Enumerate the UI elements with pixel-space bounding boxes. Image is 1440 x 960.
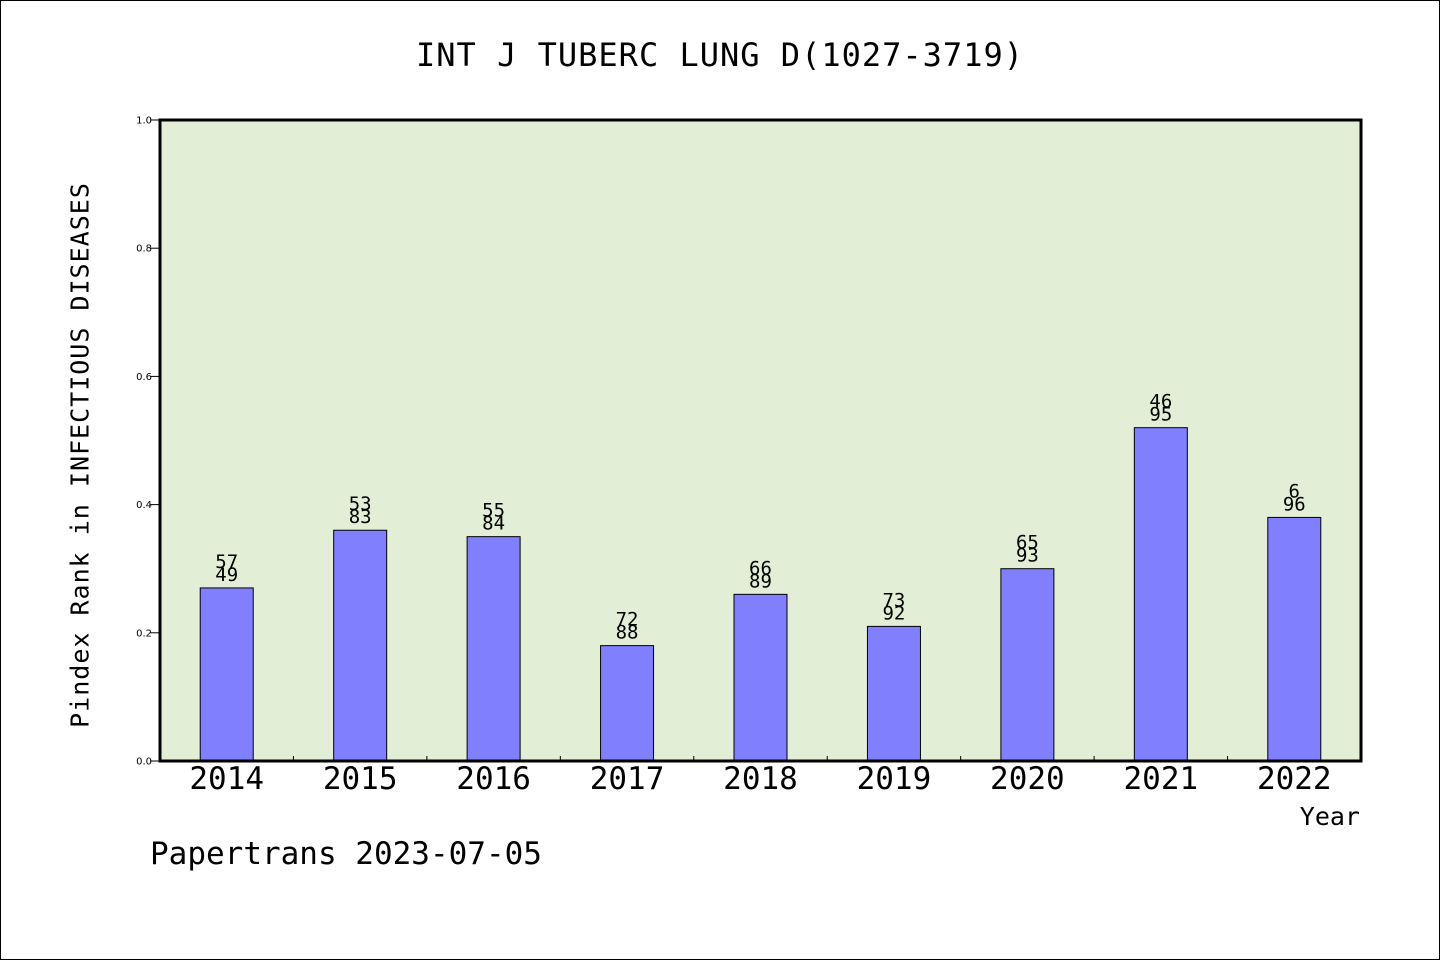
bar-label-bottom: 92: [882, 602, 905, 624]
x-ticks: 2014 2015 2016 2017 2018 2019 2020 2021 2022: [189, 756, 1332, 797]
bar-2017: [600, 645, 655, 762]
bar-label-bottom: 93: [1016, 545, 1039, 567]
bar-label-top: 6: [1289, 480, 1300, 502]
bar-2015: [333, 529, 388, 762]
bar-2022: [1267, 516, 1322, 762]
y-tick-label: 0.4: [136, 500, 152, 511]
bar-label-top: 65: [1016, 532, 1039, 554]
plot-border: [158, 118, 1363, 763]
x-tick-label: 2017: [590, 761, 665, 797]
bar-2021: [1133, 427, 1188, 762]
x-tick-label: 2014: [189, 761, 264, 797]
bar-2018: [733, 593, 788, 762]
y-tick-label: 1.0: [136, 116, 152, 127]
x-tick-label: 2021: [1124, 761, 1199, 797]
x-tick-label: 2016: [456, 761, 531, 797]
bar-label-bottom: 49: [215, 564, 238, 586]
bar-label-top: 66: [749, 557, 772, 579]
bar-label-top: 57: [215, 551, 238, 573]
x-tick-label: 2020: [990, 761, 1065, 797]
x-tick-label: 2019: [857, 761, 932, 797]
y-tick-label: 0.6: [136, 372, 152, 383]
bar-label-top: 46: [1149, 391, 1172, 413]
x-tick-label: 2015: [323, 761, 398, 797]
y-ticks: 0.0 0.2 0.4 0.6 0.8 1.0: [136, 116, 160, 768]
bar-label-bottom: 89: [749, 570, 772, 592]
x-tick-label: 2022: [1257, 761, 1332, 797]
bar-2016: [466, 536, 521, 762]
footer-note: Papertrans 2023-07-05: [150, 836, 542, 872]
x-axis-label: Year: [1299, 802, 1360, 831]
bar-label-bottom: 95: [1149, 404, 1172, 426]
bar-label-top: 53: [349, 493, 372, 515]
chart-title: INT J TUBERC LUNG D(1027-3719): [416, 36, 1024, 74]
bar-label-top: 55: [482, 500, 505, 522]
bar-label-top: 72: [616, 609, 639, 631]
bars: [199, 427, 1322, 762]
bar-label-bottom: 83: [349, 506, 372, 528]
bar-label-top: 73: [882, 589, 905, 611]
bar-label-bottom: 88: [616, 622, 639, 644]
bar-2019: [866, 625, 921, 762]
bar-label-bottom: 84: [482, 513, 505, 535]
y-tick-label: 0.8: [136, 244, 152, 255]
bar-2014: [199, 587, 254, 762]
bar-label-bottom: 96: [1283, 493, 1306, 515]
y-tick-label: 0.0: [136, 757, 152, 768]
x-tick-label: 2018: [723, 761, 798, 797]
bar-2020: [1000, 568, 1055, 762]
y-tick-label: 0.2: [136, 628, 152, 639]
